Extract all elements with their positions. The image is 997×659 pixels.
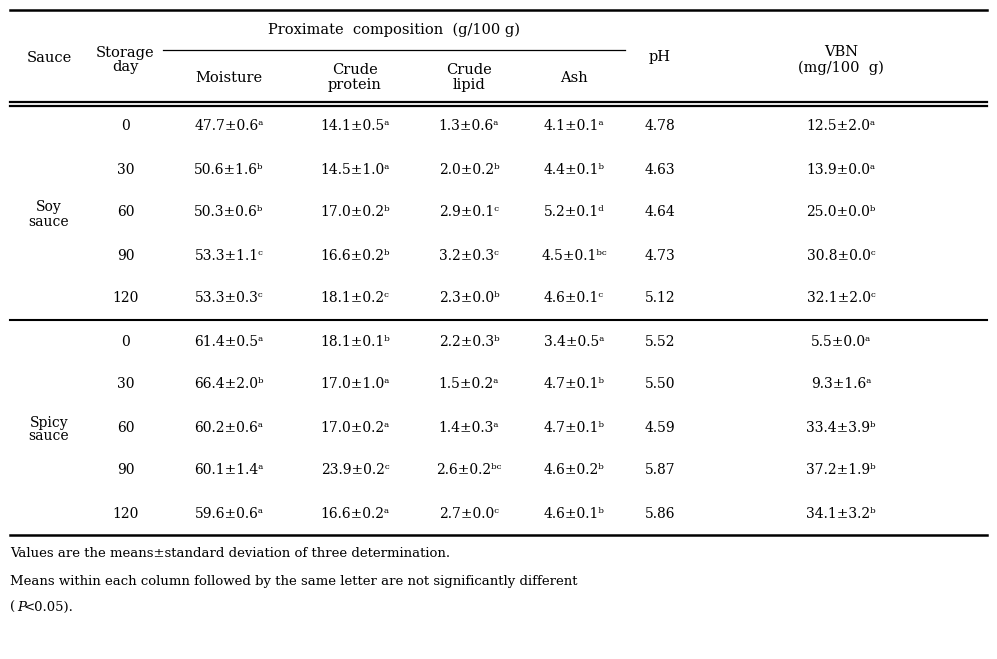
Text: 5.52: 5.52	[645, 335, 675, 349]
Text: 60.2±0.6ᵃ: 60.2±0.6ᵃ	[194, 420, 263, 434]
Text: 4.78: 4.78	[645, 119, 675, 134]
Text: VBN: VBN	[824, 45, 858, 59]
Text: 4.4±0.1ᵇ: 4.4±0.1ᵇ	[543, 163, 604, 177]
Text: 16.6±0.2ᵇ: 16.6±0.2ᵇ	[320, 248, 390, 262]
Text: 3.2±0.3ᶜ: 3.2±0.3ᶜ	[439, 248, 498, 262]
Text: sauce: sauce	[29, 214, 70, 229]
Text: 2.3±0.0ᵇ: 2.3±0.0ᵇ	[439, 291, 499, 306]
Text: 13.9±0.0ᵃ: 13.9±0.0ᵃ	[807, 163, 875, 177]
Text: 17.0±0.2ᵃ: 17.0±0.2ᵃ	[320, 420, 390, 434]
Text: 4.6±0.1ᶜ: 4.6±0.1ᶜ	[544, 291, 604, 306]
Text: 1.4±0.3ᵃ: 1.4±0.3ᵃ	[439, 420, 499, 434]
Text: Crude: Crude	[446, 63, 492, 76]
Text: 4.7±0.1ᵇ: 4.7±0.1ᵇ	[543, 378, 604, 391]
Text: 16.6±0.2ᵃ: 16.6±0.2ᵃ	[320, 507, 390, 521]
Text: 50.3±0.6ᵇ: 50.3±0.6ᵇ	[194, 206, 263, 219]
Text: Spicy: Spicy	[30, 416, 69, 430]
Text: 5.86: 5.86	[645, 507, 675, 521]
Text: (mg/100  g): (mg/100 g)	[798, 61, 884, 74]
Text: Sauce: Sauce	[26, 51, 72, 65]
Text: Storage: Storage	[96, 47, 155, 61]
Text: 4.59: 4.59	[645, 420, 675, 434]
Text: 12.5±2.0ᵃ: 12.5±2.0ᵃ	[807, 119, 875, 134]
Text: 0: 0	[121, 119, 130, 134]
Text: 5.2±0.1ᵈ: 5.2±0.1ᵈ	[543, 206, 604, 219]
Text: Ash: Ash	[560, 71, 588, 84]
Text: 4.5±0.1ᵇᶜ: 4.5±0.1ᵇᶜ	[541, 248, 607, 262]
Text: 2.9±0.1ᶜ: 2.9±0.1ᶜ	[439, 206, 499, 219]
Text: 4.63: 4.63	[645, 163, 675, 177]
Text: <0.05).: <0.05).	[24, 601, 74, 614]
Text: 25.0±0.0ᵇ: 25.0±0.0ᵇ	[807, 206, 875, 219]
Text: 50.6±1.6ᵇ: 50.6±1.6ᵇ	[194, 163, 264, 177]
Text: 18.1±0.1ᵇ: 18.1±0.1ᵇ	[320, 335, 390, 349]
Text: 120: 120	[113, 291, 139, 306]
Text: 2.6±0.2ᵇᶜ: 2.6±0.2ᵇᶜ	[437, 463, 501, 478]
Text: (: (	[10, 601, 15, 614]
Text: 37.2±1.9ᵇ: 37.2±1.9ᵇ	[807, 463, 875, 478]
Text: 60.1±1.4ᵃ: 60.1±1.4ᵃ	[194, 463, 264, 478]
Text: 2.7±0.0ᶜ: 2.7±0.0ᶜ	[439, 507, 499, 521]
Text: 14.5±1.0ᵃ: 14.5±1.0ᵃ	[320, 163, 390, 177]
Text: 5.12: 5.12	[645, 291, 675, 306]
Text: 47.7±0.6ᵃ: 47.7±0.6ᵃ	[194, 119, 264, 134]
Text: Values are the means±standard deviation of three determination.: Values are the means±standard deviation …	[10, 547, 450, 560]
Text: 9.3±1.6ᵃ: 9.3±1.6ᵃ	[811, 378, 871, 391]
Text: sauce: sauce	[29, 430, 70, 444]
Text: 18.1±0.2ᶜ: 18.1±0.2ᶜ	[321, 291, 390, 306]
Text: 34.1±3.2ᵇ: 34.1±3.2ᵇ	[807, 507, 875, 521]
Text: Crude: Crude	[332, 63, 378, 76]
Text: 4.1±0.1ᵃ: 4.1±0.1ᵃ	[543, 119, 604, 134]
Text: protein: protein	[328, 78, 382, 92]
Text: 4.6±0.1ᵇ: 4.6±0.1ᵇ	[543, 507, 604, 521]
Text: 53.3±0.3ᶜ: 53.3±0.3ᶜ	[194, 291, 263, 306]
Text: P: P	[17, 601, 26, 614]
Text: Soy: Soy	[36, 200, 62, 214]
Text: Proximate  composition  (g/100 g): Proximate composition (g/100 g)	[268, 23, 520, 37]
Text: lipid: lipid	[453, 78, 486, 92]
Text: 5.50: 5.50	[645, 378, 675, 391]
Text: 30: 30	[117, 378, 135, 391]
Text: Means within each column followed by the same letter are not significantly diffe: Means within each column followed by the…	[10, 575, 577, 588]
Text: 3.4±0.5ᵃ: 3.4±0.5ᵃ	[543, 335, 604, 349]
Text: 17.0±0.2ᵇ: 17.0±0.2ᵇ	[320, 206, 390, 219]
Text: 32.1±2.0ᶜ: 32.1±2.0ᶜ	[807, 291, 875, 306]
Text: 30: 30	[117, 163, 135, 177]
Text: 5.5±0.0ᵃ: 5.5±0.0ᵃ	[811, 335, 871, 349]
Text: 90: 90	[117, 463, 135, 478]
Text: day: day	[113, 61, 139, 74]
Text: 23.9±0.2ᶜ: 23.9±0.2ᶜ	[321, 463, 389, 478]
Text: 60: 60	[117, 206, 135, 219]
Text: 2.0±0.2ᵇ: 2.0±0.2ᵇ	[439, 163, 499, 177]
Text: 17.0±1.0ᵃ: 17.0±1.0ᵃ	[320, 378, 390, 391]
Text: 53.3±1.1ᶜ: 53.3±1.1ᶜ	[194, 248, 263, 262]
Text: 30.8±0.0ᶜ: 30.8±0.0ᶜ	[807, 248, 875, 262]
Text: 5.87: 5.87	[645, 463, 675, 478]
Text: Moisture: Moisture	[195, 71, 262, 84]
Text: 66.4±2.0ᵇ: 66.4±2.0ᵇ	[194, 378, 264, 391]
Text: 60: 60	[117, 420, 135, 434]
Text: 4.64: 4.64	[645, 206, 675, 219]
Text: 1.5±0.2ᵃ: 1.5±0.2ᵃ	[439, 378, 499, 391]
Text: 0: 0	[121, 335, 130, 349]
Text: 61.4±0.5ᵃ: 61.4±0.5ᵃ	[194, 335, 263, 349]
Text: 1.3±0.6ᵃ: 1.3±0.6ᵃ	[439, 119, 499, 134]
Text: 4.7±0.1ᵇ: 4.7±0.1ᵇ	[543, 420, 604, 434]
Text: 4.73: 4.73	[645, 248, 675, 262]
Text: 120: 120	[113, 507, 139, 521]
Text: 90: 90	[117, 248, 135, 262]
Text: 2.2±0.3ᵇ: 2.2±0.3ᵇ	[439, 335, 499, 349]
Text: 33.4±3.9ᵇ: 33.4±3.9ᵇ	[807, 420, 875, 434]
Text: 59.6±0.6ᵃ: 59.6±0.6ᵃ	[194, 507, 263, 521]
Text: 14.1±0.5ᵃ: 14.1±0.5ᵃ	[320, 119, 390, 134]
Text: pH: pH	[649, 51, 671, 65]
Text: 4.6±0.2ᵇ: 4.6±0.2ᵇ	[543, 463, 604, 478]
